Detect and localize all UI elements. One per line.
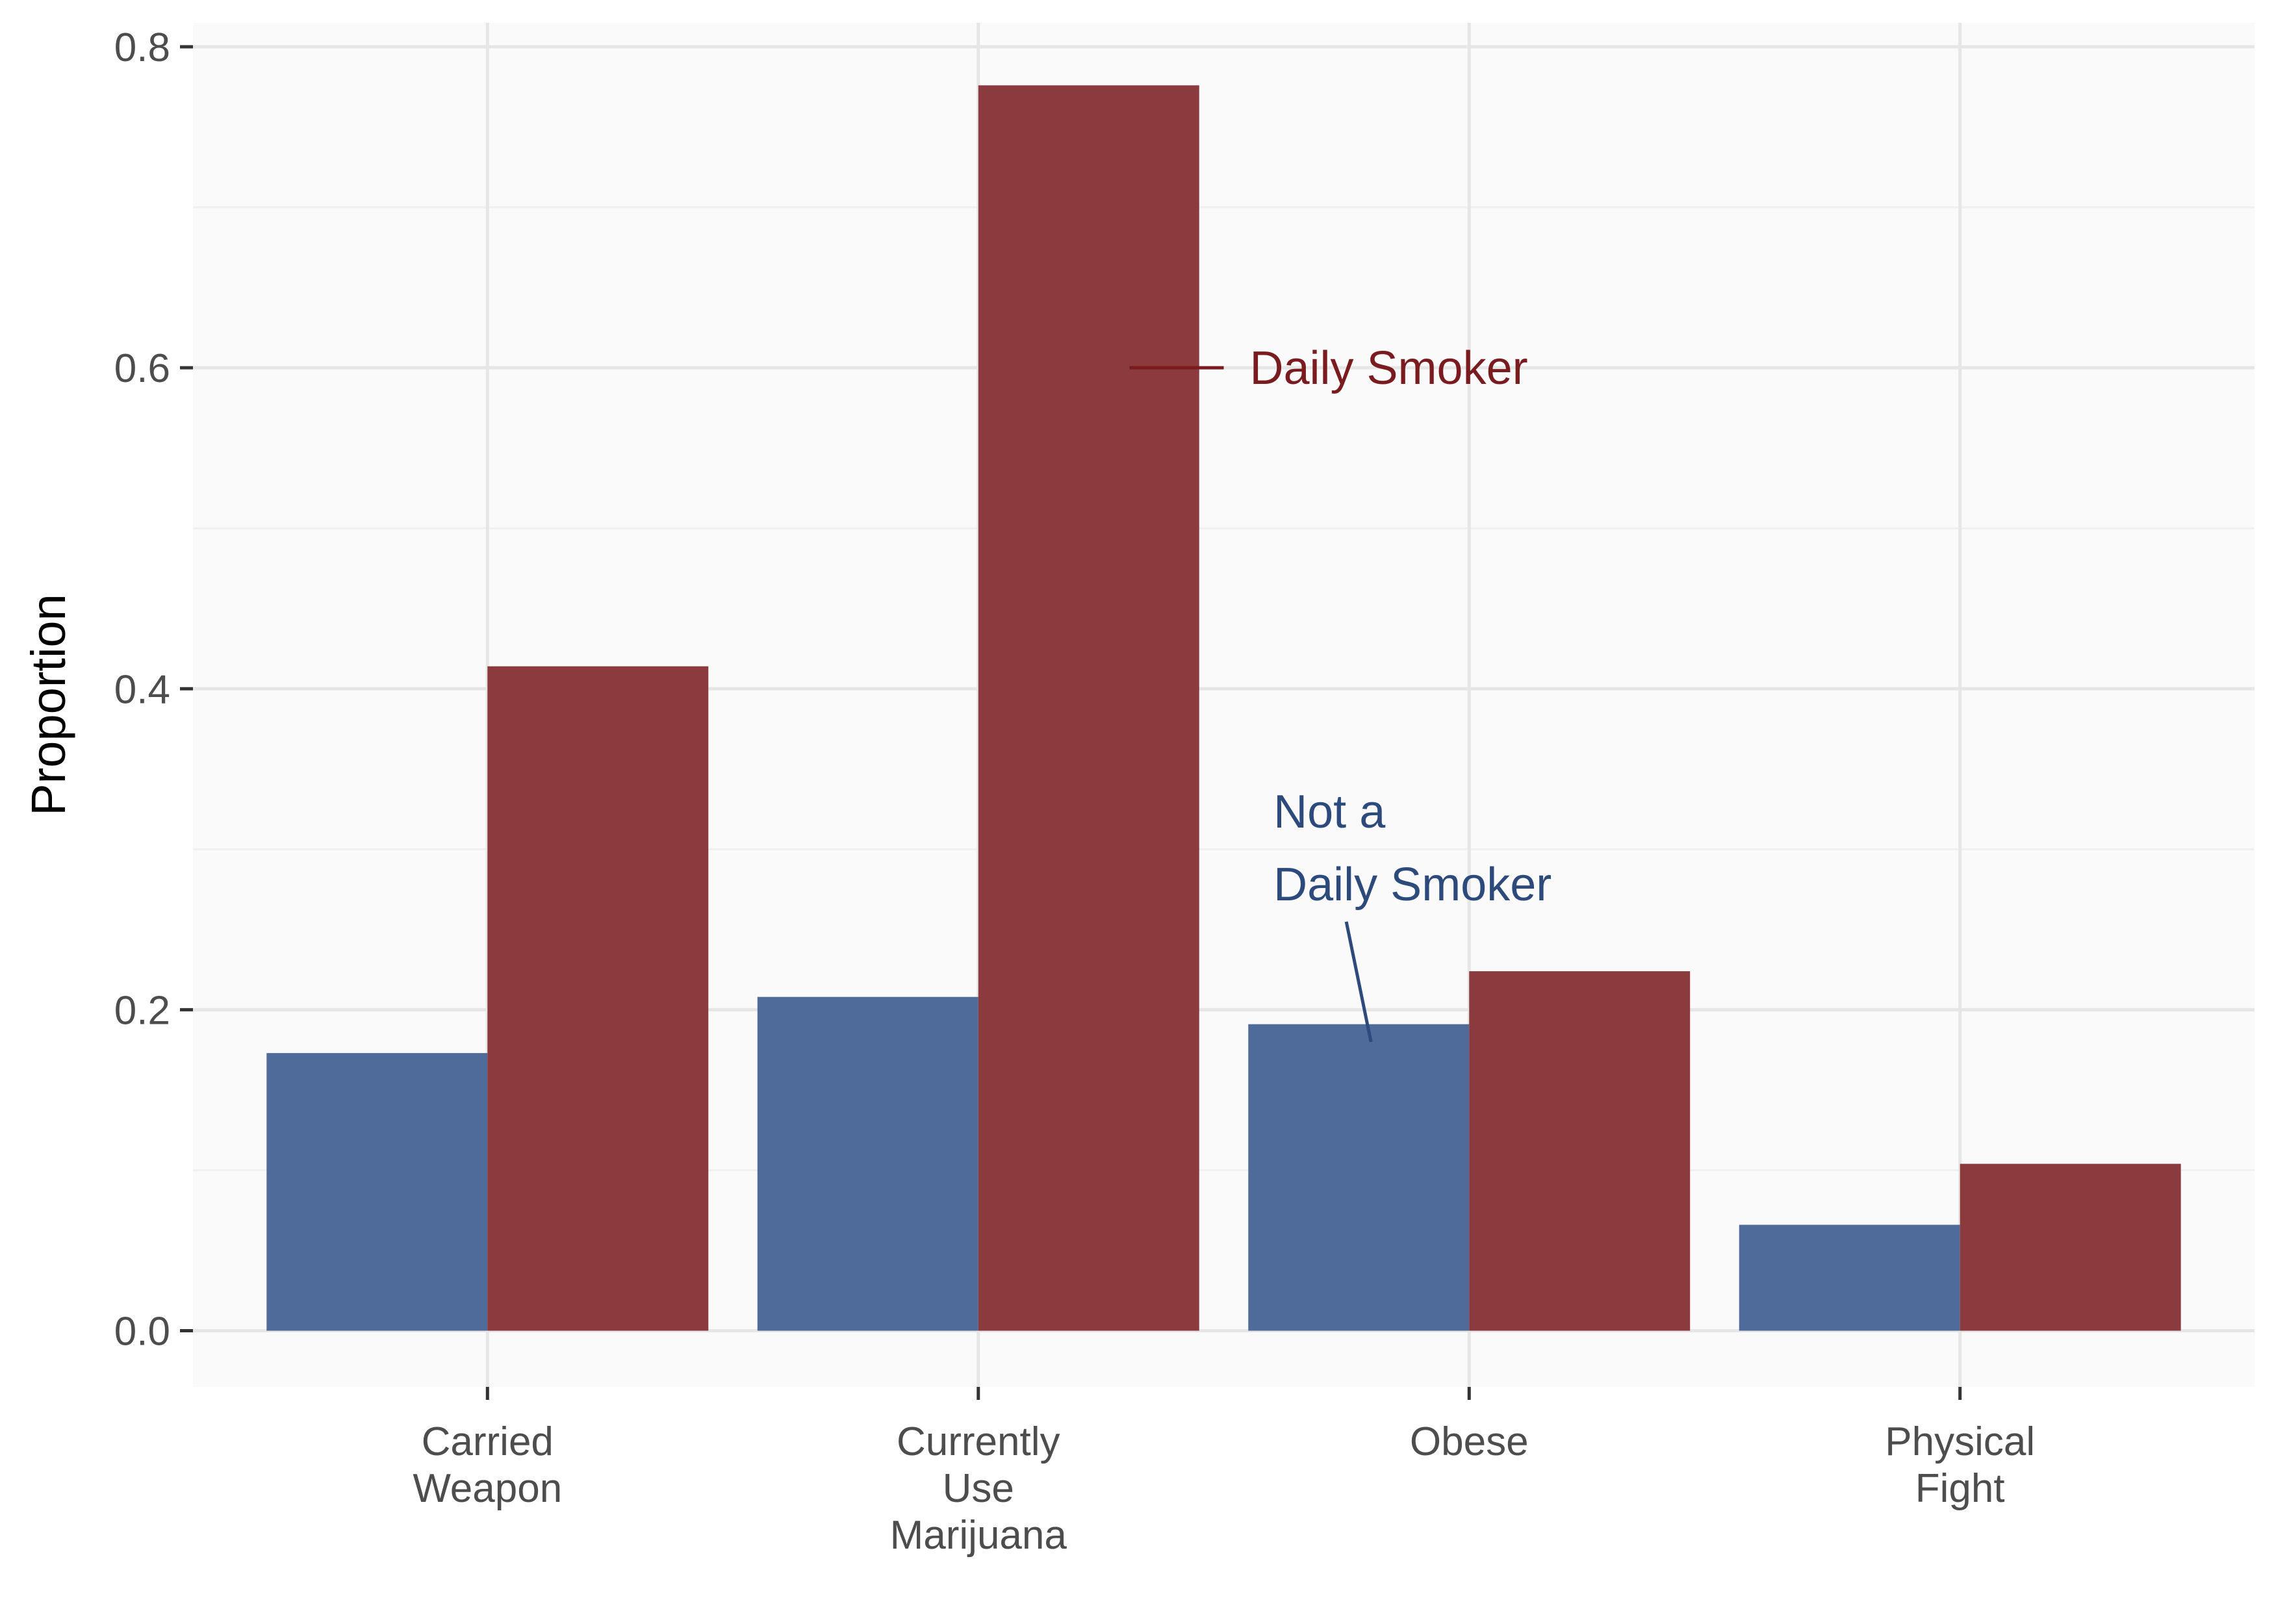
bar	[978, 85, 1199, 1331]
annotation-label: Daily Smoker	[1250, 342, 1528, 394]
x-tick-label: Weapon	[413, 1466, 562, 1511]
annotations: Daily Smoker Not a Daily Smoker	[1129, 342, 1552, 1043]
annotation-label: Daily Smoker	[1273, 859, 1552, 911]
y-tick-label: 0.4	[114, 667, 170, 712]
x-tick-label: Carried	[422, 1419, 554, 1464]
y-tick-label: 0.0	[114, 1310, 170, 1354]
bar	[1960, 1163, 2181, 1331]
y-tick-label: 0.2	[114, 988, 170, 1033]
bars	[266, 85, 2181, 1331]
y-tick-label: 0.6	[114, 346, 170, 391]
bar	[757, 996, 978, 1331]
x-tick-label: Marijuana	[890, 1513, 1067, 1558]
annotation-leader	[1344, 921, 1373, 1043]
bar	[1469, 971, 1691, 1331]
y-axis-title: Proportion	[21, 594, 75, 815]
annotation-label: Not a	[1273, 786, 1386, 838]
bar	[1739, 1224, 1960, 1331]
bar	[266, 1053, 488, 1331]
bar	[1248, 1024, 1470, 1331]
x-tick-label: Use	[943, 1466, 1014, 1511]
y-tick-label: 0.8	[114, 25, 170, 70]
x-tick-label: Physical	[1885, 1419, 2035, 1464]
x-tick-label: Currently	[897, 1419, 1060, 1464]
bar	[487, 666, 709, 1331]
x-tick-label: Obese	[1410, 1419, 1529, 1464]
x-tick-label: Fight	[1915, 1466, 2005, 1511]
